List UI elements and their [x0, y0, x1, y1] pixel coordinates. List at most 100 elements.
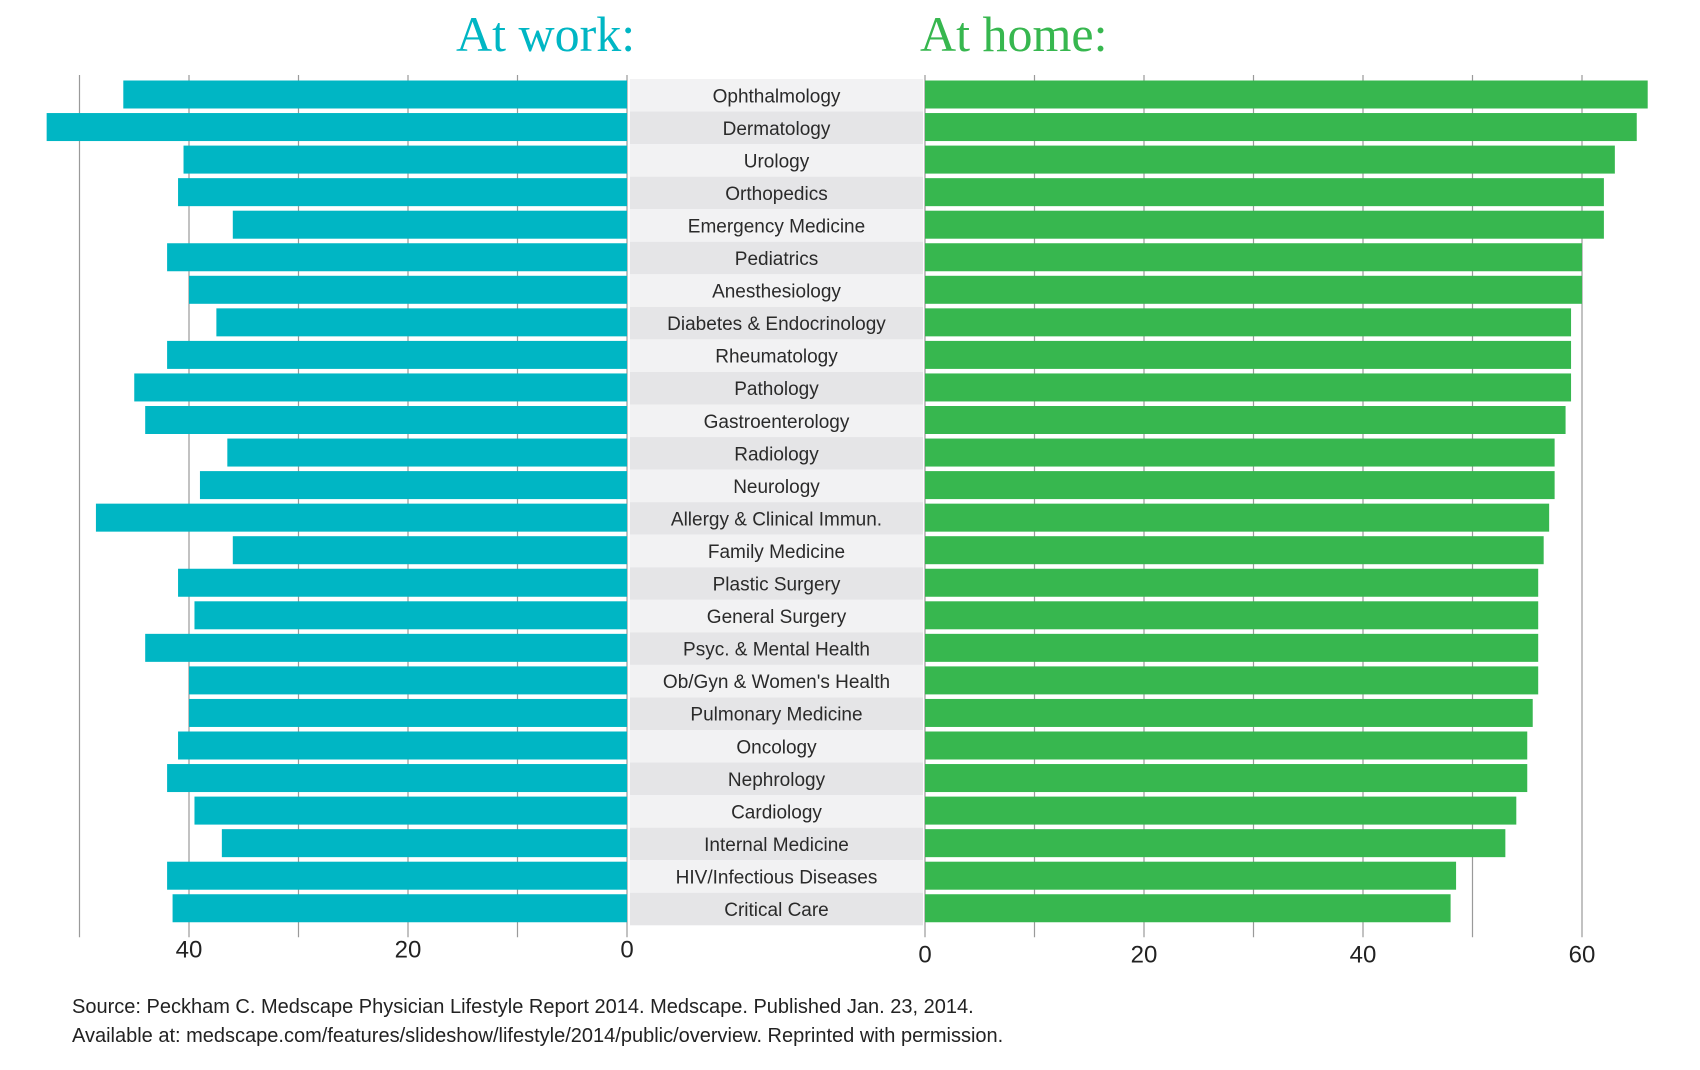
home-bar	[925, 568, 1539, 597]
home-bar	[925, 666, 1539, 695]
category-label: Neurology	[733, 477, 820, 498]
label-row-bg	[630, 697, 923, 730]
label-row-bg	[630, 502, 923, 535]
home-bar	[925, 894, 1451, 923]
home-bar	[925, 178, 1604, 207]
label-row-bg	[630, 404, 923, 438]
work-bar	[95, 503, 628, 532]
category-label: Orthopedics	[725, 184, 827, 205]
work-bar	[189, 698, 627, 727]
home-bar	[925, 80, 1648, 109]
category-label: Allergy & Clinical Immun.	[671, 509, 882, 530]
home-bar	[925, 633, 1539, 662]
category-label: Gastroenterology	[704, 412, 850, 433]
work-bar	[178, 568, 628, 597]
category-label: Plastic Surgery	[713, 575, 841, 596]
work-bar	[232, 210, 628, 239]
at-home-title: At home:	[920, 6, 1108, 62]
label-row-bg	[630, 469, 923, 503]
label-row-bg	[630, 664, 923, 698]
work-bar	[178, 731, 628, 760]
category-label: Family Medicine	[708, 542, 845, 563]
source-line-1: Source: Peckham C. Medscape Physician Li…	[72, 996, 974, 1018]
category-label: Cardiology	[731, 802, 822, 823]
home-tick-label: 20	[1131, 941, 1158, 968]
home-bar	[925, 536, 1544, 565]
work-bar	[145, 633, 627, 662]
home-bar	[925, 829, 1506, 858]
work-bar	[232, 536, 628, 565]
label-row-bg	[630, 892, 923, 926]
chart-canvas: Ophthalmology Dermatology Urology Orthopedi…	[46, 75, 1648, 968]
work-bar	[134, 373, 627, 402]
category-label: Critical Care	[724, 900, 829, 921]
home-bar	[925, 113, 1637, 142]
category-label: Pathology	[734, 379, 819, 400]
label-row-bg	[630, 241, 923, 275]
category-label: Pulmonary Medicine	[690, 705, 862, 726]
work-bar	[194, 601, 627, 630]
work-bar	[216, 308, 627, 337]
work-bar	[167, 243, 627, 272]
home-bar	[925, 243, 1582, 272]
home-bar	[925, 373, 1572, 402]
work-tick-label: 20	[395, 936, 422, 963]
home-bar	[925, 210, 1604, 239]
home-bar	[925, 764, 1528, 793]
category-label: Oncology	[736, 737, 817, 758]
label-row-bg	[630, 306, 923, 340]
home-bar	[925, 731, 1528, 760]
category-label: Ophthalmology	[713, 86, 841, 107]
label-row-bg	[630, 632, 923, 665]
label-row-bg	[630, 860, 923, 893]
work-bar	[189, 666, 627, 695]
home-bar	[925, 698, 1533, 727]
work-bar	[183, 145, 627, 174]
label-row-bg	[630, 371, 923, 405]
home-bar	[925, 601, 1539, 630]
source-line-2: Available at: medscape.com/features/slid…	[72, 1025, 1004, 1047]
work-bar	[221, 829, 627, 858]
category-label: Internal Medicine	[704, 835, 849, 856]
home-bar	[925, 796, 1517, 825]
label-row-bg	[630, 730, 923, 763]
category-label: Nephrology	[728, 770, 826, 791]
home-bar	[925, 145, 1615, 174]
category-label: Rheumatology	[715, 347, 838, 368]
category-label: Psyc. & Mental Health	[683, 640, 870, 661]
label-row-bg	[630, 274, 923, 307]
category-label: Radiology	[734, 444, 819, 465]
category-label: Emergency Medicine	[688, 216, 865, 237]
home-bar	[925, 471, 1555, 500]
home-bar	[925, 340, 1572, 369]
work-bar	[167, 861, 627, 890]
label-row-bg	[630, 599, 923, 633]
work-bar	[46, 113, 627, 142]
category-label: Ob/Gyn & Women's Health	[663, 672, 890, 693]
label-row-bg	[630, 762, 923, 796]
work-tick-label: 40	[176, 936, 203, 963]
category-label: Urology	[744, 151, 810, 172]
work-bar	[227, 438, 627, 467]
work-bar	[194, 796, 627, 825]
category-label: Dermatology	[723, 119, 831, 140]
home-bar	[925, 406, 1566, 434]
label-row-bg	[630, 827, 923, 861]
home-tick-label: 40	[1350, 941, 1377, 968]
home-tick-label: 0	[918, 941, 931, 968]
work-bar	[167, 764, 627, 793]
label-row-bg	[630, 795, 923, 828]
work-bar	[145, 406, 627, 434]
work-bar	[167, 340, 627, 369]
work-tick-label: 0	[620, 936, 633, 963]
home-bar	[925, 438, 1555, 467]
label-row-bg	[630, 176, 923, 210]
work-bar	[189, 275, 627, 304]
work-bar	[123, 80, 628, 109]
category-label: Diabetes & Endocrinology	[667, 314, 886, 335]
label-row-bg	[630, 111, 923, 145]
category-label: General Surgery	[707, 607, 847, 628]
label-row-bg	[630, 79, 923, 112]
label-row-bg	[630, 534, 923, 568]
home-bar	[925, 503, 1550, 532]
